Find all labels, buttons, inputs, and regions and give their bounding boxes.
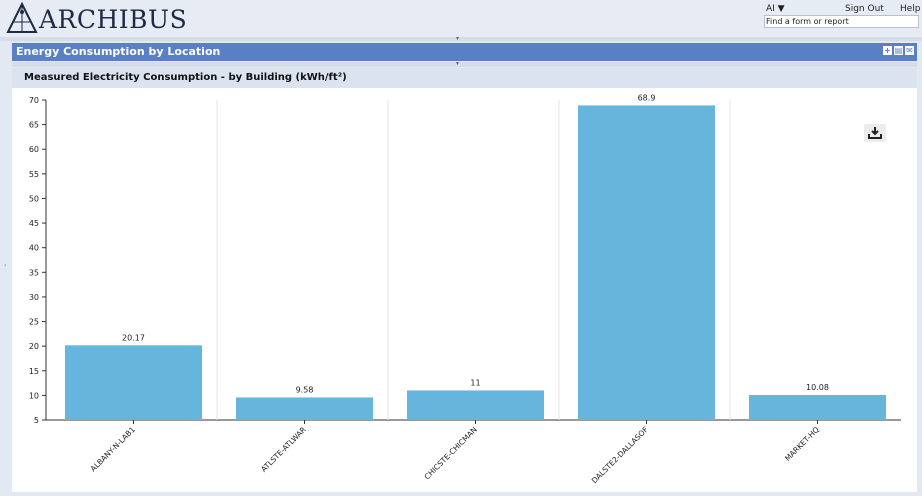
x-tick-label: ALBANY-N-LAB1 <box>89 425 137 473</box>
bar-value-label: 10.08 <box>806 383 829 392</box>
chart-title: Measured Electricity Consumption - by Bu… <box>24 72 347 83</box>
top-bar: ARCHIBUS AI ▼ Sign Out Help Find a form … <box>0 0 922 37</box>
y-tick-label: 60 <box>29 145 39 154</box>
email-icon[interactable]: ✉ <box>905 46 914 55</box>
bar <box>65 345 202 420</box>
y-tick-label: 35 <box>29 268 39 277</box>
search-input[interactable]: Find a form or report <box>764 15 919 28</box>
logo-mark-icon <box>6 2 38 33</box>
y-tick-label: 65 <box>29 121 39 130</box>
bar-value-label: 68.9 <box>638 93 656 102</box>
top-splitter[interactable]: ▾ <box>0 35 922 42</box>
y-tick-label: 25 <box>29 318 39 327</box>
y-tick-label: 20 <box>29 342 39 351</box>
bar <box>236 397 373 420</box>
add-icon[interactable]: + <box>883 46 892 55</box>
bar-value-label: 9.58 <box>296 385 314 394</box>
archibus-logo[interactable]: ARCHIBUS <box>6 2 187 36</box>
panel-splitter[interactable]: ▾ <box>12 60 917 67</box>
download-icon <box>868 127 882 139</box>
panel-toolbar: + ▤ ✉ <box>883 46 914 55</box>
print-icon[interactable]: ▤ <box>894 46 903 55</box>
y-tick-label: 5 <box>34 416 39 425</box>
panel-header: Energy Consumption by Location + ▤ ✉ <box>12 43 917 61</box>
x-tick-label: MARKET-HQ <box>783 425 821 463</box>
chart-title-bar: Measured Electricity Consumption - by Bu… <box>12 68 917 88</box>
y-tick-label: 30 <box>29 293 39 302</box>
ai-menu[interactable]: AI ▼ <box>766 4 785 14</box>
panel-title: Energy Consumption by Location <box>16 45 221 58</box>
y-tick-label: 10 <box>29 391 39 400</box>
splitter-grip-icon: ▾ <box>456 35 460 42</box>
bar-value-label: 11 <box>470 378 480 387</box>
left-collapse-icon[interactable]: › <box>4 262 7 269</box>
bar-chart: 5 10 15 20 25 30 35 40 45 50 55 60 65 70 20.17 ALBANY-N… <box>29 93 901 485</box>
download-button[interactable] <box>864 124 886 142</box>
bar <box>749 394 886 420</box>
help-link[interactable]: Help <box>900 4 921 14</box>
x-tick-label: ATLSTE-ATLWAR <box>259 425 308 474</box>
y-tick-label: 55 <box>29 170 39 179</box>
y-tick-label: 40 <box>29 244 39 253</box>
sign-out-link[interactable]: Sign Out <box>845 4 884 14</box>
x-tick-label: CHICSTE-CHICMAN <box>423 425 479 481</box>
y-tick-label: 15 <box>29 367 39 376</box>
y-tick-label: 70 <box>29 96 39 105</box>
splitter-grip-icon: ▾ <box>456 60 460 67</box>
x-tick-label: DALSTE2-DALLASOF <box>590 425 650 485</box>
y-tick-label: 45 <box>29 219 39 228</box>
bar <box>578 105 715 421</box>
bar <box>407 390 544 420</box>
bar-value-label: 20.17 <box>122 333 145 342</box>
chart-panel: Measured Electricity Consumption - by Bu… <box>12 68 917 492</box>
logo-text: ARCHIBUS <box>39 5 188 34</box>
y-tick-label: 50 <box>29 194 39 203</box>
